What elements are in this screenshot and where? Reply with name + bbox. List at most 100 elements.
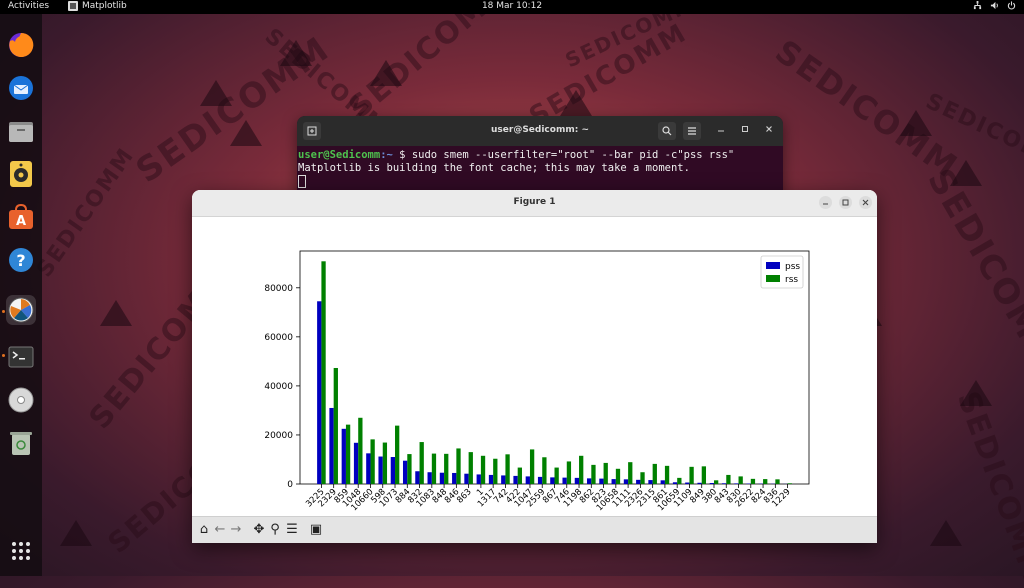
close-button[interactable] [763, 125, 775, 136]
bar-rss[interactable] [555, 468, 559, 484]
bar-rss[interactable] [763, 479, 767, 484]
bar-rss[interactable] [395, 426, 399, 484]
firefox-icon[interactable] [6, 30, 36, 60]
bar-pss[interactable] [378, 457, 382, 484]
software-icon[interactable]: A [6, 202, 36, 232]
bar-pss[interactable] [452, 473, 456, 484]
bar-rss[interactable] [567, 461, 571, 484]
bar-rss[interactable] [640, 472, 644, 484]
bar-rss[interactable] [530, 449, 534, 484]
bar-pss[interactable] [710, 483, 714, 484]
bar-rss[interactable] [726, 475, 730, 484]
bar-rss[interactable] [370, 439, 374, 484]
bar-pss[interactable] [354, 443, 358, 484]
terminal-titlebar[interactable]: user@Sedicomm: ~ [297, 116, 783, 146]
bar-pss[interactable] [366, 453, 370, 484]
terminal-menu-button[interactable] [683, 122, 701, 140]
bar-rss[interactable] [775, 479, 779, 484]
bar-rss[interactable] [383, 443, 387, 484]
bar-pss[interactable] [342, 429, 346, 484]
bar-rss[interactable] [579, 456, 583, 484]
bar-rss[interactable] [665, 466, 669, 484]
bar-pss[interactable] [575, 478, 579, 484]
apps-grid-icon[interactable] [6, 536, 36, 566]
figure-close-button[interactable] [859, 196, 872, 209]
bar-pss[interactable] [587, 478, 591, 484]
help-icon[interactable]: ? [6, 245, 36, 275]
system-tray[interactable] [973, 1, 1016, 10]
bar-rss[interactable] [677, 478, 681, 484]
files-icon[interactable] [6, 116, 36, 146]
bar-rss[interactable] [469, 452, 473, 484]
bar-rss[interactable] [518, 468, 522, 484]
bar-pss[interactable] [673, 482, 677, 484]
bar-pss[interactable] [317, 301, 321, 484]
bar-pss[interactable] [722, 483, 726, 484]
bar-pss[interactable] [513, 476, 517, 484]
zoom-icon[interactable]: ⚲ [267, 522, 283, 538]
rhythmbox-icon[interactable] [6, 159, 36, 189]
figure-minimize-button[interactable] [819, 196, 832, 209]
bar-rss[interactable] [481, 456, 485, 484]
bar-pss[interactable] [599, 479, 603, 484]
bar-rss[interactable] [739, 476, 743, 484]
bar-rss[interactable] [702, 466, 706, 484]
bar-pss[interactable] [501, 475, 505, 484]
bar-pss[interactable] [403, 461, 407, 484]
bar-rss[interactable] [505, 454, 509, 484]
bar-pss[interactable] [697, 483, 701, 484]
pan-icon[interactable]: ✥ [251, 522, 267, 538]
bar-rss[interactable] [346, 425, 350, 484]
bar-rss[interactable] [407, 454, 411, 484]
thunderbird-icon[interactable] [6, 73, 36, 103]
bar-pss[interactable] [612, 479, 616, 484]
bar-rss[interactable] [456, 448, 460, 484]
matplotlib-app-icon[interactable] [6, 295, 36, 325]
configure-subplots-icon[interactable]: ☰ [284, 522, 300, 538]
bar-rss[interactable] [604, 463, 608, 484]
bar-rss[interactable] [653, 464, 657, 484]
maximize-button[interactable] [739, 125, 751, 136]
bar-rss[interactable] [616, 469, 620, 484]
bar-rss[interactable] [334, 368, 338, 484]
bar-rss[interactable] [493, 459, 497, 484]
bar-pss[interactable] [562, 478, 566, 484]
bar-pss[interactable] [661, 480, 665, 484]
bar-rss[interactable] [444, 454, 448, 484]
trash-icon[interactable] [6, 428, 36, 458]
terminal-output[interactable]: user@Sedicomm:~ $ sudo smem --userfilter… [297, 146, 783, 192]
bar-rss[interactable] [628, 462, 632, 484]
bar-pss[interactable] [624, 479, 628, 484]
bar-chart[interactable]: 0200004000060000800003225232985910481066… [192, 216, 877, 516]
minimize-button[interactable] [715, 125, 727, 136]
terminal-icon[interactable] [6, 342, 36, 372]
disc-icon[interactable] [6, 385, 36, 415]
bar-pss[interactable] [464, 474, 468, 484]
bar-rss[interactable] [321, 261, 325, 484]
bar-rss[interactable] [432, 454, 436, 484]
bar-pss[interactable] [685, 483, 689, 484]
bar-rss[interactable] [420, 442, 424, 484]
save-icon[interactable]: ▣ [308, 522, 324, 538]
bar-pss[interactable] [428, 472, 432, 484]
bar-rss[interactable] [689, 467, 693, 484]
bar-pss[interactable] [526, 476, 530, 484]
bar-rss[interactable] [358, 418, 362, 484]
terminal-window[interactable]: user@Sedicomm: ~ user@Sedicomm:~ $ sudo … [297, 116, 783, 196]
figure-titlebar[interactable]: Figure 1 [192, 190, 877, 217]
bar-rss[interactable] [714, 480, 718, 484]
bar-pss[interactable] [538, 477, 542, 484]
bar-pss[interactable] [636, 480, 640, 484]
forward-icon[interactable]: → [228, 522, 244, 538]
bar-pss[interactable] [415, 471, 419, 484]
bar-rss[interactable] [788, 483, 792, 484]
home-icon[interactable]: ⌂ [196, 522, 212, 538]
figure-maximize-button[interactable] [839, 196, 852, 209]
terminal-search-button[interactable] [658, 122, 676, 140]
back-icon[interactable]: ← [212, 522, 228, 538]
bar-rss[interactable] [591, 465, 595, 484]
bar-pss[interactable] [648, 480, 652, 484]
bar-rss[interactable] [751, 479, 755, 484]
bar-pss[interactable] [734, 483, 738, 484]
